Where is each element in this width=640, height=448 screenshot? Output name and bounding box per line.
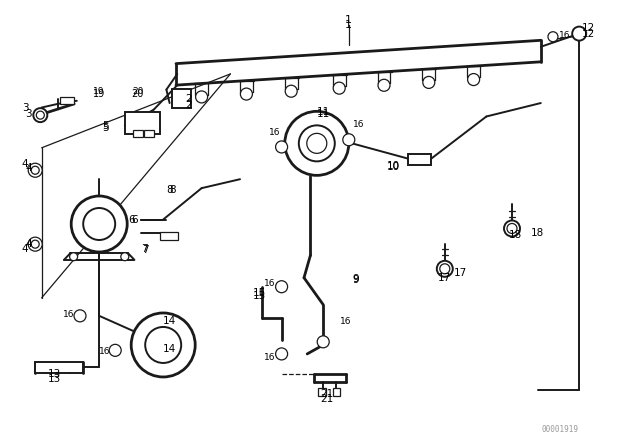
Text: 18: 18 [509,230,522,240]
Text: 14: 14 [163,345,176,354]
Text: 10: 10 [387,162,400,172]
Bar [172,89,191,108]
Bar [144,130,154,137]
Circle shape [83,208,115,240]
Text: 16: 16 [559,31,570,40]
Bar [408,154,431,165]
Text: 11: 11 [317,107,330,117]
Text: 9: 9 [352,275,358,285]
Text: 8: 8 [166,185,173,195]
Text: 16: 16 [63,310,75,319]
Circle shape [276,141,287,153]
Circle shape [572,26,586,41]
Circle shape [74,310,86,322]
Circle shape [71,196,127,252]
Text: 3: 3 [22,103,29,113]
Text: 8: 8 [170,185,176,195]
Text: 14: 14 [163,316,176,326]
Text: 21: 21 [320,389,333,399]
Text: 19: 19 [93,87,105,96]
Circle shape [28,237,42,251]
Circle shape [440,264,450,274]
Bar [60,97,74,104]
Text: 13: 13 [48,374,61,383]
Text: 16: 16 [353,120,364,129]
Text: 17: 17 [454,268,467,278]
Text: 9: 9 [352,274,358,284]
Circle shape [276,348,287,360]
Text: 18: 18 [531,228,544,238]
Text: 20: 20 [132,87,143,96]
Text: 15: 15 [253,291,266,301]
Circle shape [317,336,329,348]
Circle shape [548,32,558,42]
Circle shape [109,345,121,356]
Circle shape [307,134,327,153]
Text: 12: 12 [582,23,595,33]
Circle shape [276,281,287,293]
Circle shape [131,313,195,377]
Text: 16: 16 [269,128,281,137]
Text: 1: 1 [346,15,352,25]
Bar [160,232,178,240]
Text: 17: 17 [438,273,451,283]
Text: 10: 10 [387,161,400,171]
Text: 16: 16 [264,353,276,362]
Circle shape [504,220,520,237]
Text: 6: 6 [128,215,134,224]
Circle shape [196,91,207,103]
Circle shape [31,166,39,174]
Circle shape [333,82,345,94]
Circle shape [343,134,355,146]
Text: 00001919: 00001919 [541,425,579,434]
Text: 5: 5 [102,121,109,131]
Text: 7: 7 [143,245,149,254]
Text: 5: 5 [102,123,109,133]
Text: 4: 4 [21,159,28,168]
Text: 1: 1 [346,20,352,30]
Bar [133,130,143,137]
Circle shape [423,77,435,88]
Text: 16: 16 [340,317,351,326]
Circle shape [33,108,47,122]
Text: 3: 3 [26,109,32,119]
Circle shape [121,253,129,261]
Text: 7: 7 [141,244,147,254]
Circle shape [436,261,453,277]
Bar [333,388,340,396]
Bar [318,388,326,396]
Text: 21: 21 [320,394,333,404]
Bar [35,362,83,373]
Text: 4: 4 [26,239,32,249]
Text: 16: 16 [99,347,110,356]
Circle shape [468,73,479,86]
Circle shape [145,327,181,363]
Text: 13: 13 [48,369,61,379]
Text: 4: 4 [26,163,32,173]
Text: 16: 16 [264,279,276,288]
Circle shape [507,224,517,233]
Text: 2: 2 [186,100,192,110]
Bar [125,112,160,134]
Text: 2: 2 [186,95,192,104]
Circle shape [36,111,44,119]
Circle shape [241,88,252,100]
Text: 6: 6 [131,215,138,224]
Circle shape [31,240,39,248]
Text: 20: 20 [131,89,144,99]
Text: 19: 19 [93,89,106,99]
Text: 11: 11 [317,109,330,119]
Circle shape [299,125,335,161]
Circle shape [378,79,390,91]
Circle shape [285,85,297,97]
Text: 15: 15 [253,289,266,298]
Circle shape [28,163,42,177]
Text: 4: 4 [21,244,28,254]
Circle shape [70,253,77,261]
Circle shape [285,112,349,175]
Text: 12: 12 [582,29,595,39]
